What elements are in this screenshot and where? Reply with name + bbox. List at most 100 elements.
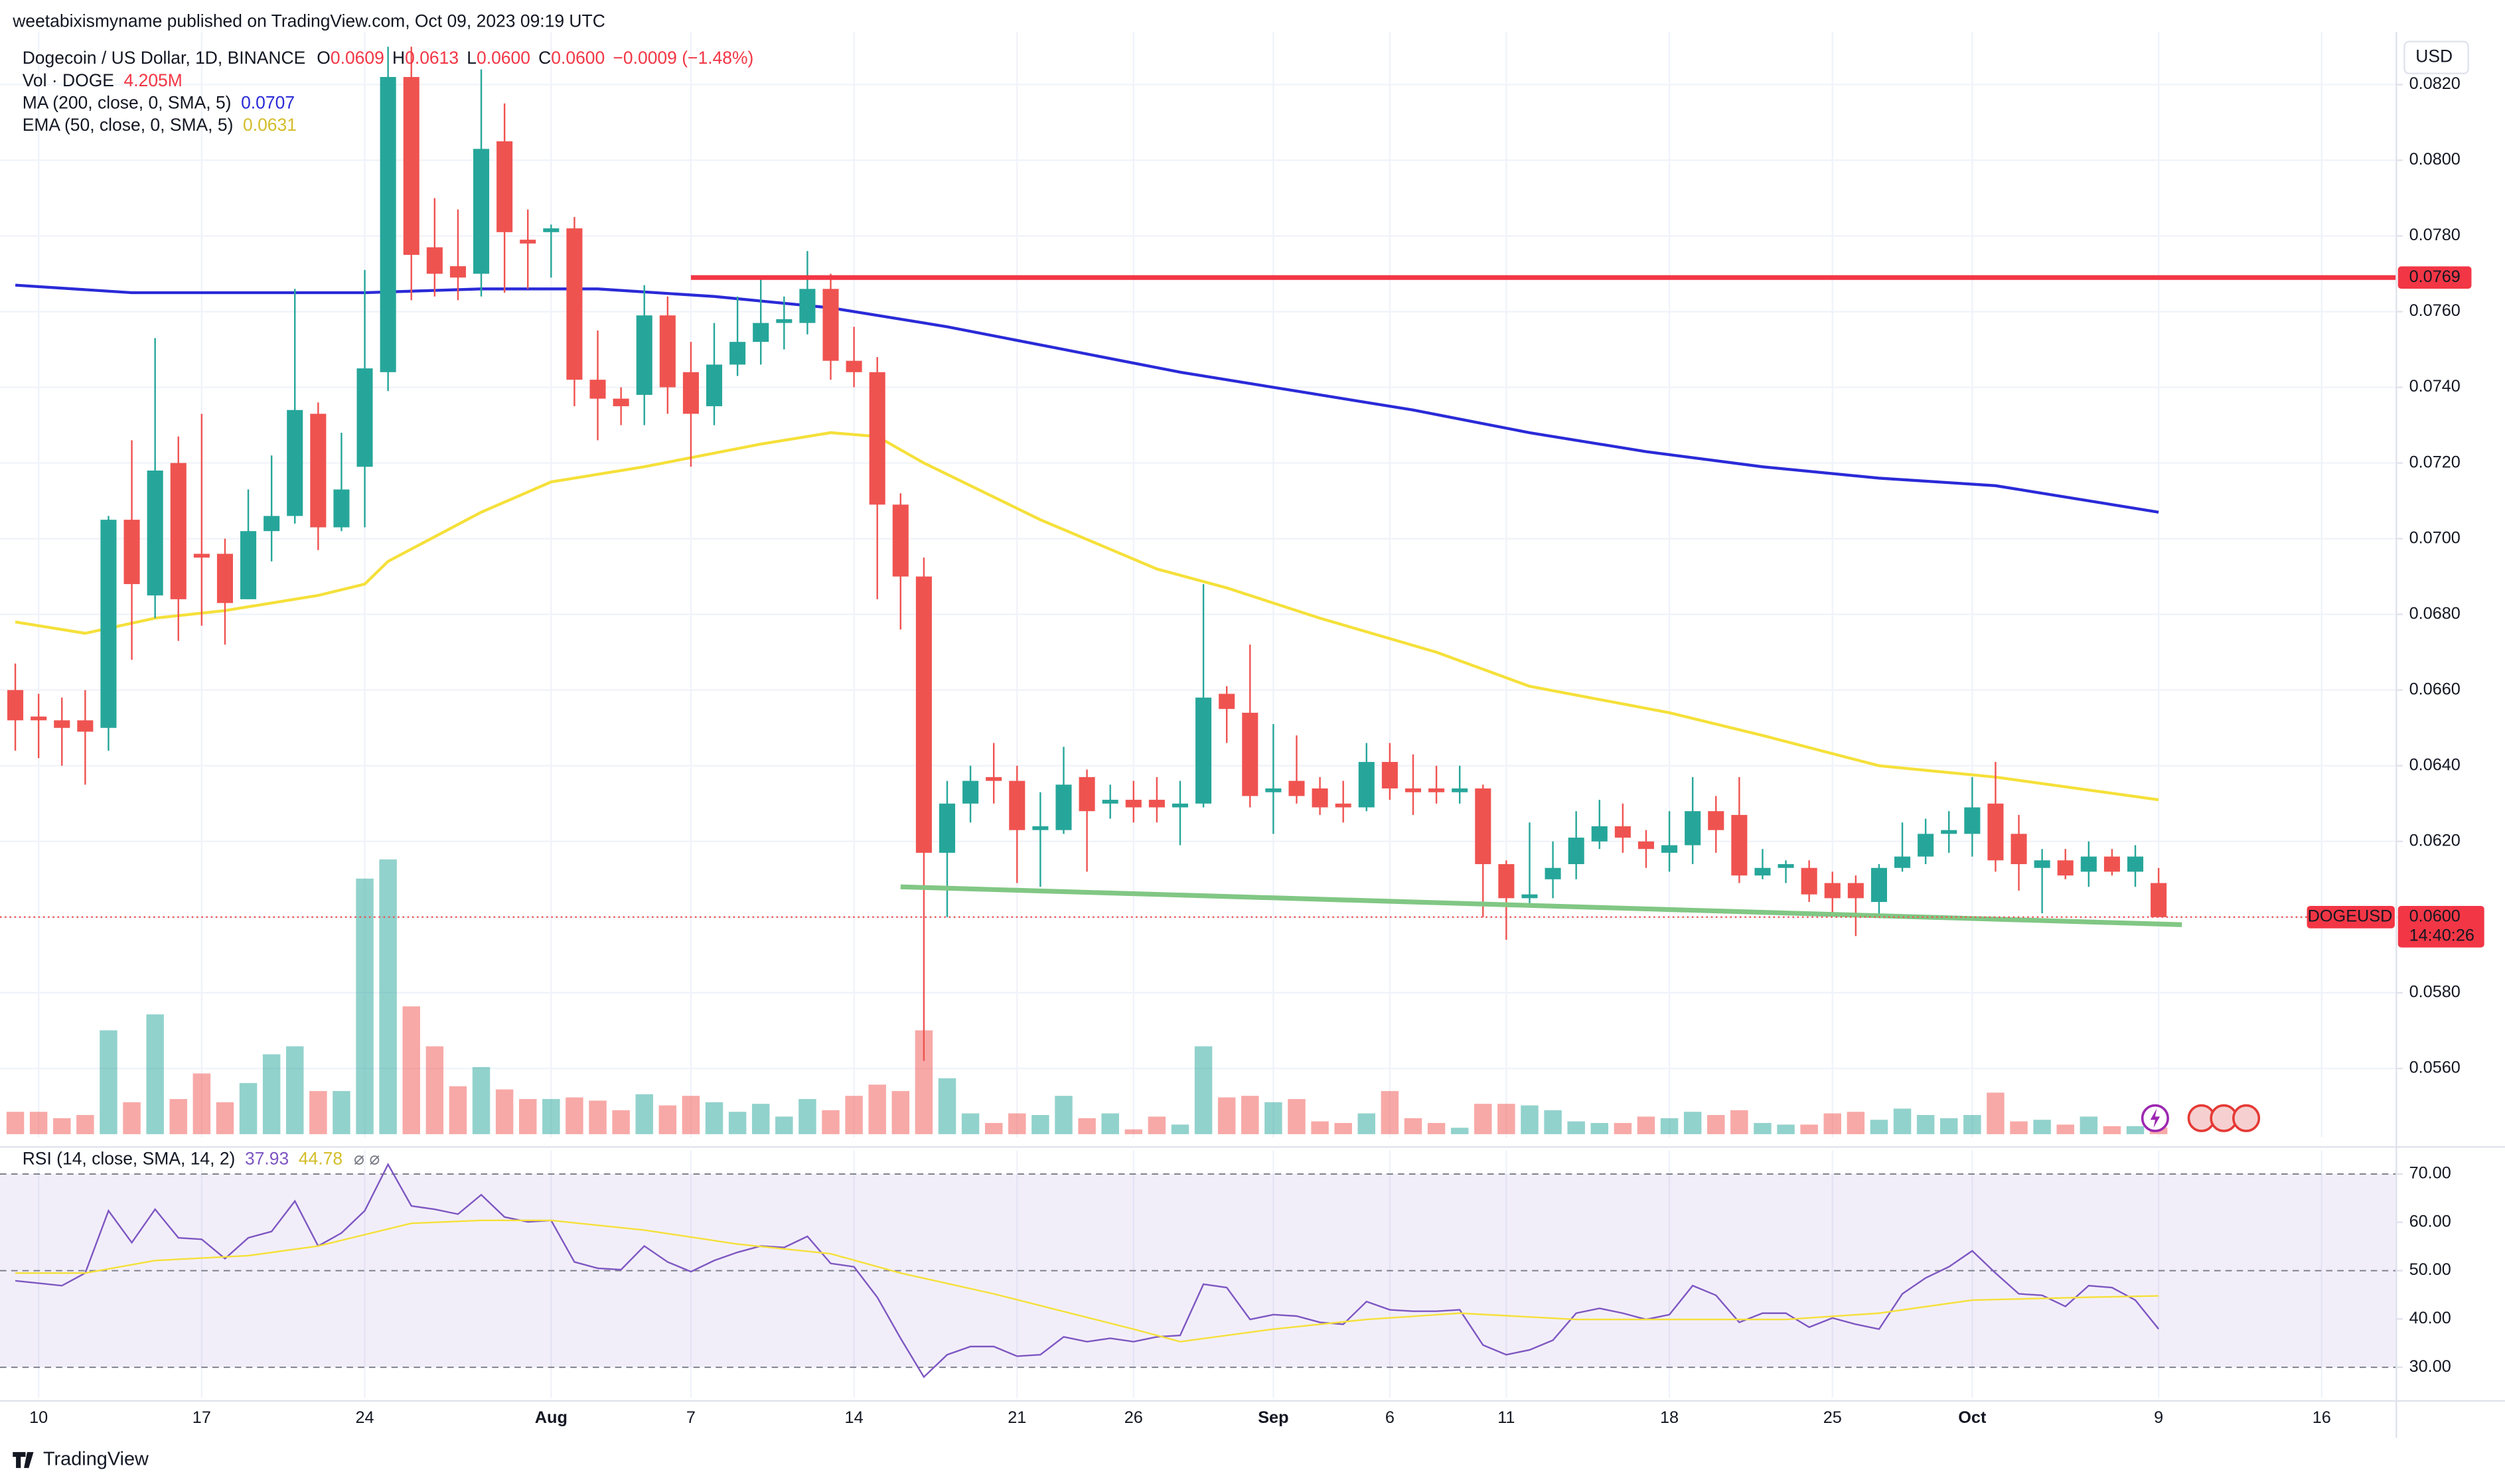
volume-bar: [1357, 1113, 1376, 1134]
volume-bar: [2056, 1124, 2074, 1134]
candle-body: [566, 228, 583, 380]
candle-body: [2127, 856, 2144, 872]
trend-line: [900, 884, 2182, 927]
axis-layer: 0.0560 0.0580 0.0600 0.0620 0.0640 0.0660 0.06…: [29, 74, 2484, 1427]
y-tick-label: 60.00: [2409, 1212, 2451, 1230]
candle-body: [1637, 841, 1654, 850]
volume-bar: [751, 1104, 770, 1134]
rsi-ma-value: 44.78: [299, 1148, 342, 1168]
volume-bar: [891, 1090, 910, 1134]
rsi-ma-line: [15, 1219, 2159, 1343]
volume-bar: [2033, 1120, 2051, 1134]
y-tick-label: 0.0780: [2409, 226, 2461, 244]
volume-bar: [542, 1098, 560, 1134]
volume-bar: [53, 1118, 71, 1134]
volume-bar: [192, 1073, 211, 1134]
volume-bar: [845, 1096, 863, 1134]
candle-body: [1731, 814, 1748, 876]
volume-bar: [2103, 1126, 2121, 1134]
volume-value: 4.205M: [124, 70, 183, 90]
volume-bar: [1823, 1113, 1841, 1134]
volume-bar: [1450, 1128, 1469, 1134]
volume-bar: [1660, 1118, 1679, 1134]
volume-bar: [1031, 1115, 1049, 1134]
volume-bar: [798, 1098, 816, 1134]
volume-bar: [1381, 1090, 1399, 1134]
candle-body: [1521, 894, 1538, 899]
volume-bar: [635, 1094, 653, 1134]
candle-body: [100, 520, 117, 728]
volume-bar: [1101, 1113, 1119, 1134]
y-tick-label: 0.0680: [2409, 604, 2461, 623]
volume-bar: [1567, 1121, 1585, 1134]
y-tick-label: 0.0700: [2409, 528, 2461, 547]
volume-bar: [1847, 1112, 1865, 1134]
candle-body: [496, 141, 513, 232]
volume-bar: [239, 1082, 258, 1134]
volume-bar: [123, 1102, 141, 1134]
volume-bar: [1427, 1123, 1446, 1134]
candle-body: [822, 289, 839, 361]
legend-volume-row: Vol · DOGE 4.205M: [23, 70, 183, 90]
candle-body: [1754, 867, 1771, 876]
candle-body: [915, 576, 932, 853]
volume-bar: [216, 1102, 234, 1134]
candle-body: [986, 777, 1002, 781]
volume-bar: [262, 1054, 281, 1134]
candle-body: [147, 471, 163, 596]
x-tick-label: Aug: [535, 1408, 568, 1427]
x-tick-label: 6: [1385, 1408, 1395, 1427]
volume-bar: [868, 1084, 886, 1134]
volume-bar: [29, 1112, 48, 1134]
visibility-icon[interactable]: ⌀ ⌀: [354, 1148, 380, 1168]
volume-bar: [6, 1112, 25, 1134]
candle-body: [2057, 860, 2074, 876]
volume-bar: [984, 1123, 1003, 1134]
x-tick-label: Sep: [1258, 1408, 1288, 1427]
volume-bar: [425, 1046, 444, 1134]
candle-body: [962, 780, 979, 804]
logo: [13, 1451, 34, 1468]
candle-body: [1148, 800, 1165, 808]
candle-body: [403, 76, 419, 255]
volume-bar: [566, 1097, 583, 1134]
candle-body: [1987, 803, 2004, 861]
x-tick-label: 9: [2154, 1408, 2163, 1427]
volume-bar: [1078, 1118, 1096, 1134]
x-tick-label: 11: [1497, 1408, 1515, 1427]
currency[interactable]: USD: [2415, 46, 2453, 66]
event-icon[interactable]: [2232, 1104, 2261, 1132]
volume-bar: [658, 1105, 677, 1134]
volume-bar: [1497, 1104, 1515, 1134]
y-tick-label: 0.0740: [2409, 377, 2461, 396]
rsi-line: [15, 1162, 2160, 1378]
volume-bar: [1521, 1105, 1539, 1134]
x-tick-label: 26: [1124, 1408, 1143, 1427]
ohlc-value: 0.0609: [331, 48, 384, 68]
volume-bar: [589, 1100, 607, 1134]
candle-body: [1801, 867, 1817, 895]
legend-rsi-row: RSI (14, close, SMA, 14, 2) 37.93 44.78 …: [23, 1148, 380, 1168]
legend-ema-row: EMA (50, close, 0, SMA, 5) 0.0631: [23, 115, 297, 135]
volume-bar: [1544, 1110, 1562, 1134]
candle-body: [1102, 800, 1118, 804]
candle-body: [1847, 883, 1864, 899]
price-tag-label: 0.0769: [2409, 267, 2461, 286]
candle-body: [2103, 856, 2120, 872]
candle-body: [1591, 826, 1608, 842]
volume-bar: [1870, 1120, 1888, 1134]
candle-body: [193, 554, 210, 558]
x-tick-label: 14: [845, 1408, 864, 1427]
candle-body: [1498, 864, 1515, 899]
volume-bar: [76, 1115, 94, 1134]
candle-body: [1614, 826, 1631, 838]
y-tick-label: 0.0760: [2409, 301, 2461, 320]
ma-title: MA (200, close, 0, SMA, 5): [23, 92, 232, 112]
candle-body: [54, 720, 70, 728]
y-tick-label: 0.0800: [2409, 150, 2461, 169]
volume-bar: [1590, 1123, 1608, 1134]
volume-bar: [1264, 1102, 1282, 1134]
currency-box[interactable]: [2403, 40, 2469, 74]
volume-bar: [1474, 1104, 1492, 1134]
